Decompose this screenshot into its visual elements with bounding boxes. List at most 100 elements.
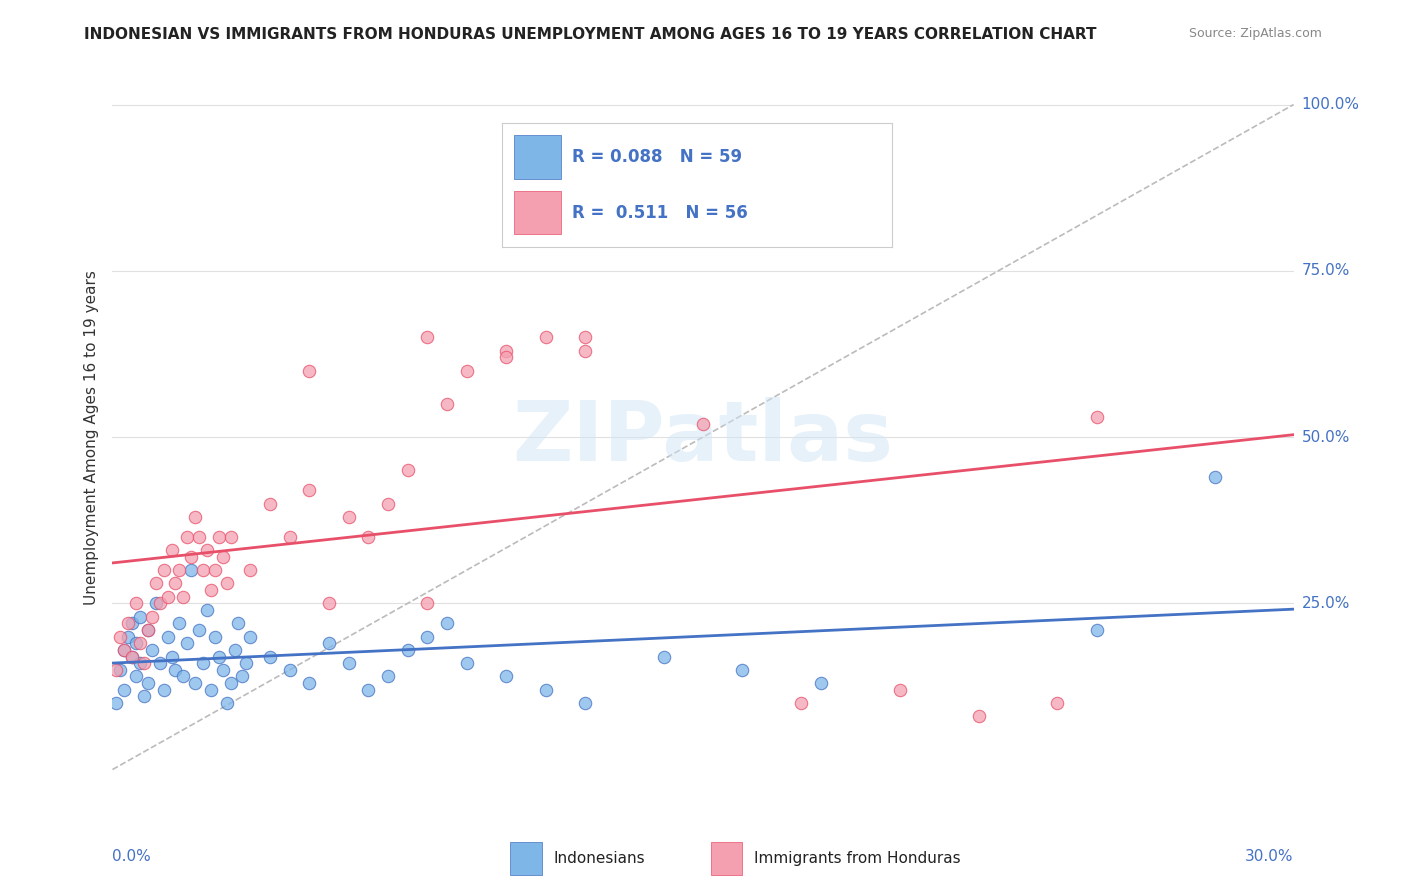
Point — [357, 530, 380, 544]
Point — [534, 330, 557, 344]
Point — [692, 417, 714, 431]
Point — [129, 609, 152, 624]
Point — [1085, 410, 1108, 425]
Point — [416, 630, 439, 644]
Point — [416, 330, 439, 344]
Point — [112, 682, 135, 697]
Point — [456, 363, 478, 377]
Point — [191, 563, 214, 577]
Point — [215, 576, 238, 591]
Point — [117, 630, 139, 644]
Point — [121, 616, 143, 631]
Point — [165, 663, 187, 677]
Text: 25.0%: 25.0% — [1302, 596, 1350, 611]
Point — [188, 623, 211, 637]
Text: INDONESIAN VS IMMIGRANTS FROM HONDURAS UNEMPLOYMENT AMONG AGES 16 TO 19 YEARS CO: INDONESIAN VS IMMIGRANTS FROM HONDURAS U… — [84, 27, 1097, 42]
Point — [219, 676, 242, 690]
Point — [318, 636, 340, 650]
Point — [141, 609, 163, 624]
Point — [211, 663, 233, 677]
Point — [219, 530, 242, 544]
Point — [396, 463, 419, 477]
Point — [188, 530, 211, 544]
Point — [145, 596, 167, 610]
Text: 30.0%: 30.0% — [1246, 849, 1294, 864]
Point — [357, 682, 380, 697]
Point — [204, 630, 226, 644]
Point — [176, 530, 198, 544]
Point — [1085, 623, 1108, 637]
Point — [180, 563, 202, 577]
Point — [125, 636, 148, 650]
Y-axis label: Unemployment Among Ages 16 to 19 years: Unemployment Among Ages 16 to 19 years — [83, 269, 98, 605]
Text: ZIPatlas: ZIPatlas — [513, 397, 893, 477]
Point — [204, 563, 226, 577]
Point — [239, 630, 262, 644]
Point — [790, 696, 813, 710]
Point — [967, 709, 990, 723]
Point — [259, 649, 281, 664]
Point — [105, 663, 128, 677]
Point — [574, 330, 596, 344]
Point — [224, 643, 246, 657]
Text: 75.0%: 75.0% — [1302, 263, 1350, 278]
Point — [125, 596, 148, 610]
Point — [231, 669, 253, 683]
Point — [105, 696, 128, 710]
Point — [112, 643, 135, 657]
Point — [495, 669, 517, 683]
Point — [495, 351, 517, 365]
Point — [208, 530, 231, 544]
Point — [456, 656, 478, 670]
Point — [1046, 696, 1069, 710]
Point — [574, 696, 596, 710]
Point — [125, 669, 148, 683]
Point — [112, 643, 135, 657]
Point — [211, 549, 233, 564]
Point — [239, 563, 262, 577]
Point — [377, 669, 399, 683]
Point — [180, 549, 202, 564]
Point — [396, 643, 419, 657]
Point — [298, 676, 321, 690]
Text: 100.0%: 100.0% — [1302, 97, 1360, 112]
Point — [129, 636, 152, 650]
Point — [184, 509, 207, 524]
Point — [145, 576, 167, 591]
Point — [156, 590, 179, 604]
Point — [889, 682, 911, 697]
Text: Source: ZipAtlas.com: Source: ZipAtlas.com — [1188, 27, 1322, 40]
Point — [1204, 470, 1226, 484]
Point — [318, 596, 340, 610]
Point — [633, 230, 655, 244]
Point — [121, 649, 143, 664]
Point — [298, 363, 321, 377]
Point — [416, 596, 439, 610]
Point — [337, 509, 360, 524]
Point — [215, 696, 238, 710]
Point — [436, 616, 458, 631]
Point — [574, 343, 596, 358]
Point — [152, 682, 174, 697]
Point — [132, 656, 155, 670]
Point — [235, 656, 257, 670]
Point — [436, 397, 458, 411]
Point — [731, 663, 754, 677]
Point — [176, 636, 198, 650]
Text: 50.0%: 50.0% — [1302, 430, 1350, 444]
Point — [141, 643, 163, 657]
Point — [534, 682, 557, 697]
Text: Immigrants from Honduras: Immigrants from Honduras — [754, 851, 960, 866]
Bar — [510, 842, 541, 874]
Point — [132, 690, 155, 704]
Point — [195, 603, 218, 617]
Point — [136, 676, 159, 690]
Point — [278, 530, 301, 544]
Point — [129, 656, 152, 670]
Point — [136, 623, 159, 637]
Point — [110, 630, 132, 644]
Bar — [711, 842, 742, 874]
Point — [228, 616, 250, 631]
Point — [259, 497, 281, 511]
Point — [377, 497, 399, 511]
